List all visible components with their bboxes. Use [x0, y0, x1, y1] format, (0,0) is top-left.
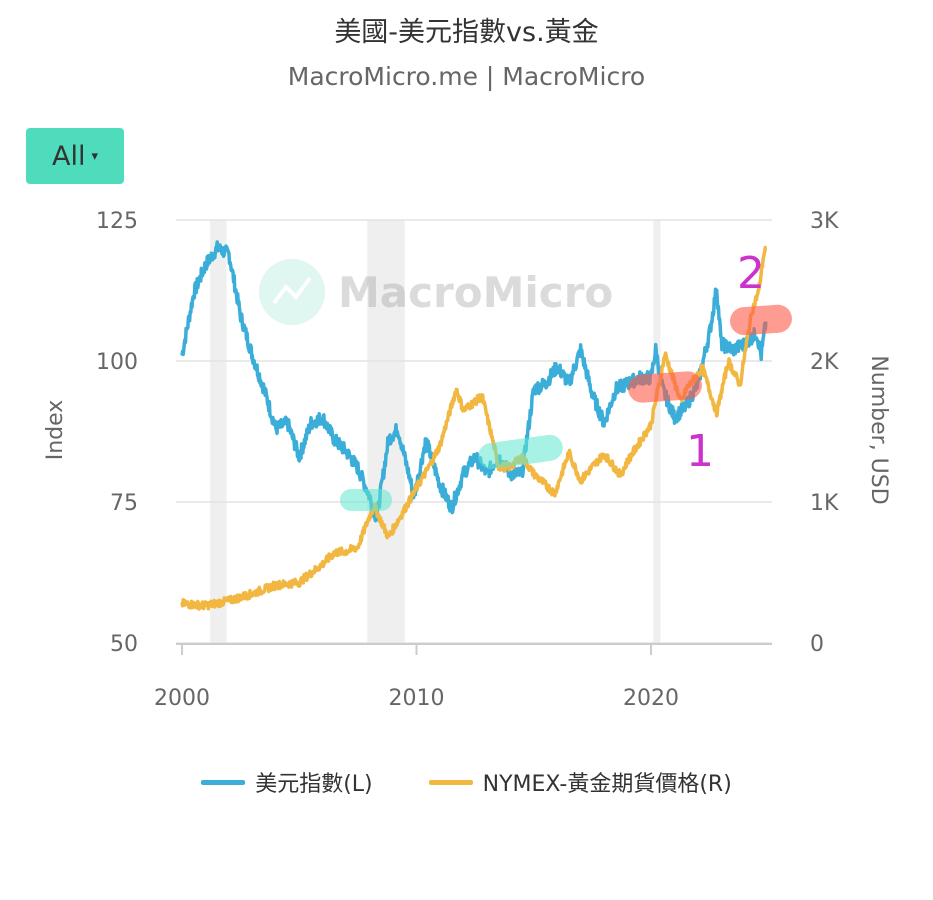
highlight-red-2 — [730, 304, 792, 336]
y-right-tick: 2K — [810, 350, 839, 375]
y-left-tick: 75 — [110, 491, 138, 516]
watermark-text: MacroMicro — [338, 268, 613, 317]
caret-down-icon: ▾ — [91, 148, 98, 164]
legend-swatch — [201, 779, 246, 785]
x-tick: 2000 — [154, 686, 210, 711]
highlight-red-1 — [628, 371, 702, 403]
x-tick: 2010 — [389, 686, 445, 711]
series-line-gold — [180, 245, 768, 611]
legend-item-gold[interactable]: NYMEX-黃金期貨價格(R) — [428, 766, 732, 798]
recession-band — [210, 220, 227, 643]
legend-swatch — [428, 779, 473, 785]
highlight-cyan-2 — [478, 434, 563, 470]
recession-band — [653, 220, 661, 643]
y-axis-right-label: Number, USD — [866, 355, 891, 504]
watermark-logo-icon — [259, 259, 325, 325]
x-tick: 2020 — [623, 686, 679, 711]
y-right-tick: 3K — [810, 209, 839, 234]
chart-subtitle: MacroMicro.me | MacroMicro — [287, 62, 646, 91]
highlight-cyan-1 — [340, 489, 392, 511]
legend: 美元指數(L) NYMEX-黃金期貨價格(R) — [0, 766, 933, 798]
y-right-tick: 0 — [810, 632, 824, 657]
watermark: MacroMicro — [259, 259, 613, 325]
range-selector-button[interactable]: All ▾ — [26, 128, 124, 184]
y-right-tick: 1K — [810, 491, 839, 516]
legend-label: NYMEX-黃金期貨價格(R) — [482, 772, 732, 797]
y-axis-left-label: Index — [43, 400, 68, 461]
range-label: All — [51, 140, 86, 172]
y-left-tick: 100 — [96, 350, 138, 375]
legend-label: 美元指數(L) — [255, 772, 373, 797]
annotation-1: 1 — [686, 426, 714, 477]
y-left-tick: 125 — [96, 209, 138, 234]
annotation-2: 2 — [737, 248, 765, 299]
series-line-dxy — [180, 240, 768, 523]
legend-item-dxy[interactable]: 美元指數(L) — [201, 766, 373, 798]
y-left-tick: 50 — [110, 632, 138, 657]
chart-title: 美國-美元指數vs.黃金 — [334, 17, 599, 48]
